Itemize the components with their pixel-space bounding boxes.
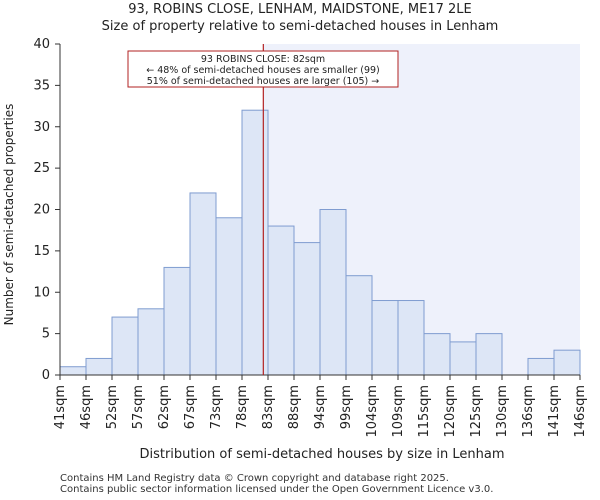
y-tick-label: 20	[33, 203, 50, 218]
bar-46sqm	[85, 357, 113, 376]
x-tick-label: 104sqm	[365, 385, 380, 438]
x-tick-label: 141sqm	[547, 385, 562, 438]
footer-licence: Contains public sector information licen…	[60, 484, 494, 495]
x-tick-label: 130sqm	[495, 385, 510, 438]
histogram-chart: 0 5 10 15 20 25 30 35 40 41sqm 46sqm 52sqm 57sqm 62s…	[2, 37, 588, 462]
bar-57sqm	[137, 308, 165, 376]
bar-62sqm	[163, 266, 191, 376]
annotation-box	[127, 50, 399, 88]
annotation-line-3: 51% of semi-detached houses are larger (…	[147, 76, 380, 87]
y-tick-label: 35	[33, 78, 50, 93]
bar-83sqm	[267, 225, 295, 376]
y-tick-label: 0	[42, 368, 50, 383]
x-tick-label: 125sqm	[469, 385, 484, 438]
x-tick-label: 41sqm	[53, 385, 68, 429]
y-tick-label: 10	[33, 285, 50, 300]
x-tick-label: 109sqm	[391, 385, 406, 438]
x-tick-label: 57sqm	[131, 385, 146, 429]
x-tick-label: 136sqm	[521, 385, 536, 438]
bar-104sqm	[371, 300, 399, 376]
y-tick-label: 40	[33, 37, 50, 52]
x-tick-label: 99sqm	[339, 385, 354, 429]
bar-141sqm	[553, 349, 581, 376]
bars-group	[59, 109, 581, 376]
bar-52sqm	[111, 316, 139, 376]
bar-88sqm	[293, 242, 321, 376]
bar-41sqm	[59, 366, 87, 376]
x-tick-label: 88sqm	[287, 385, 302, 429]
bar-125sqm	[475, 333, 503, 376]
y-axis-label: Number of semi-detached properties	[2, 104, 16, 326]
bar-73sqm	[215, 217, 243, 376]
chart-title-address: 93, ROBINS CLOSE, LENHAM, MAIDSTONE, ME1…	[128, 2, 472, 17]
x-tick-label: 94sqm	[313, 385, 328, 429]
x-axis-label: Distribution of semi-detached houses by …	[139, 447, 504, 462]
footer-copyright: Contains HM Land Registry data © Crown c…	[60, 473, 449, 484]
x-ticks: 41sqm 46sqm 52sqm 57sqm 62sqm 67sqm 73sqm 78sqm…	[53, 375, 588, 438]
bar-94sqm	[319, 209, 347, 376]
bar-120sqm	[449, 341, 477, 376]
chart-title: Size of property relative to semi-detach…	[101, 19, 499, 34]
y-tick-label: 5	[42, 327, 50, 342]
x-tick-label: 62sqm	[157, 385, 172, 429]
x-tick-label: 67sqm	[183, 385, 198, 429]
x-tick-label: 78sqm	[235, 385, 250, 429]
bar-109sqm	[397, 300, 425, 376]
x-tick-label: 52sqm	[105, 385, 120, 429]
x-tick-label: 46sqm	[79, 385, 94, 429]
y-tick-label: 30	[33, 120, 50, 135]
x-tick-label: 73sqm	[209, 385, 224, 429]
bar-67sqm	[189, 192, 217, 376]
x-tick-label: 146sqm	[573, 385, 588, 438]
bar-115sqm	[423, 333, 451, 376]
x-tick-label: 83sqm	[261, 385, 276, 429]
x-tick-label: 120sqm	[443, 385, 458, 438]
x-tick-label: 115sqm	[417, 385, 432, 438]
bar-136sqm	[527, 357, 555, 376]
y-ticks: 0 5 10 15 20 25 30 35 40	[33, 37, 60, 383]
y-tick-label: 15	[33, 244, 50, 259]
bar-78sqm	[241, 109, 269, 376]
annotation-line-2: ← 48% of semi-detached houses are smalle…	[146, 65, 380, 76]
annotation-line-1: 93 ROBINS CLOSE: 82sqm	[201, 54, 325, 65]
y-tick-label: 25	[33, 161, 50, 176]
bar-99sqm	[345, 275, 373, 376]
